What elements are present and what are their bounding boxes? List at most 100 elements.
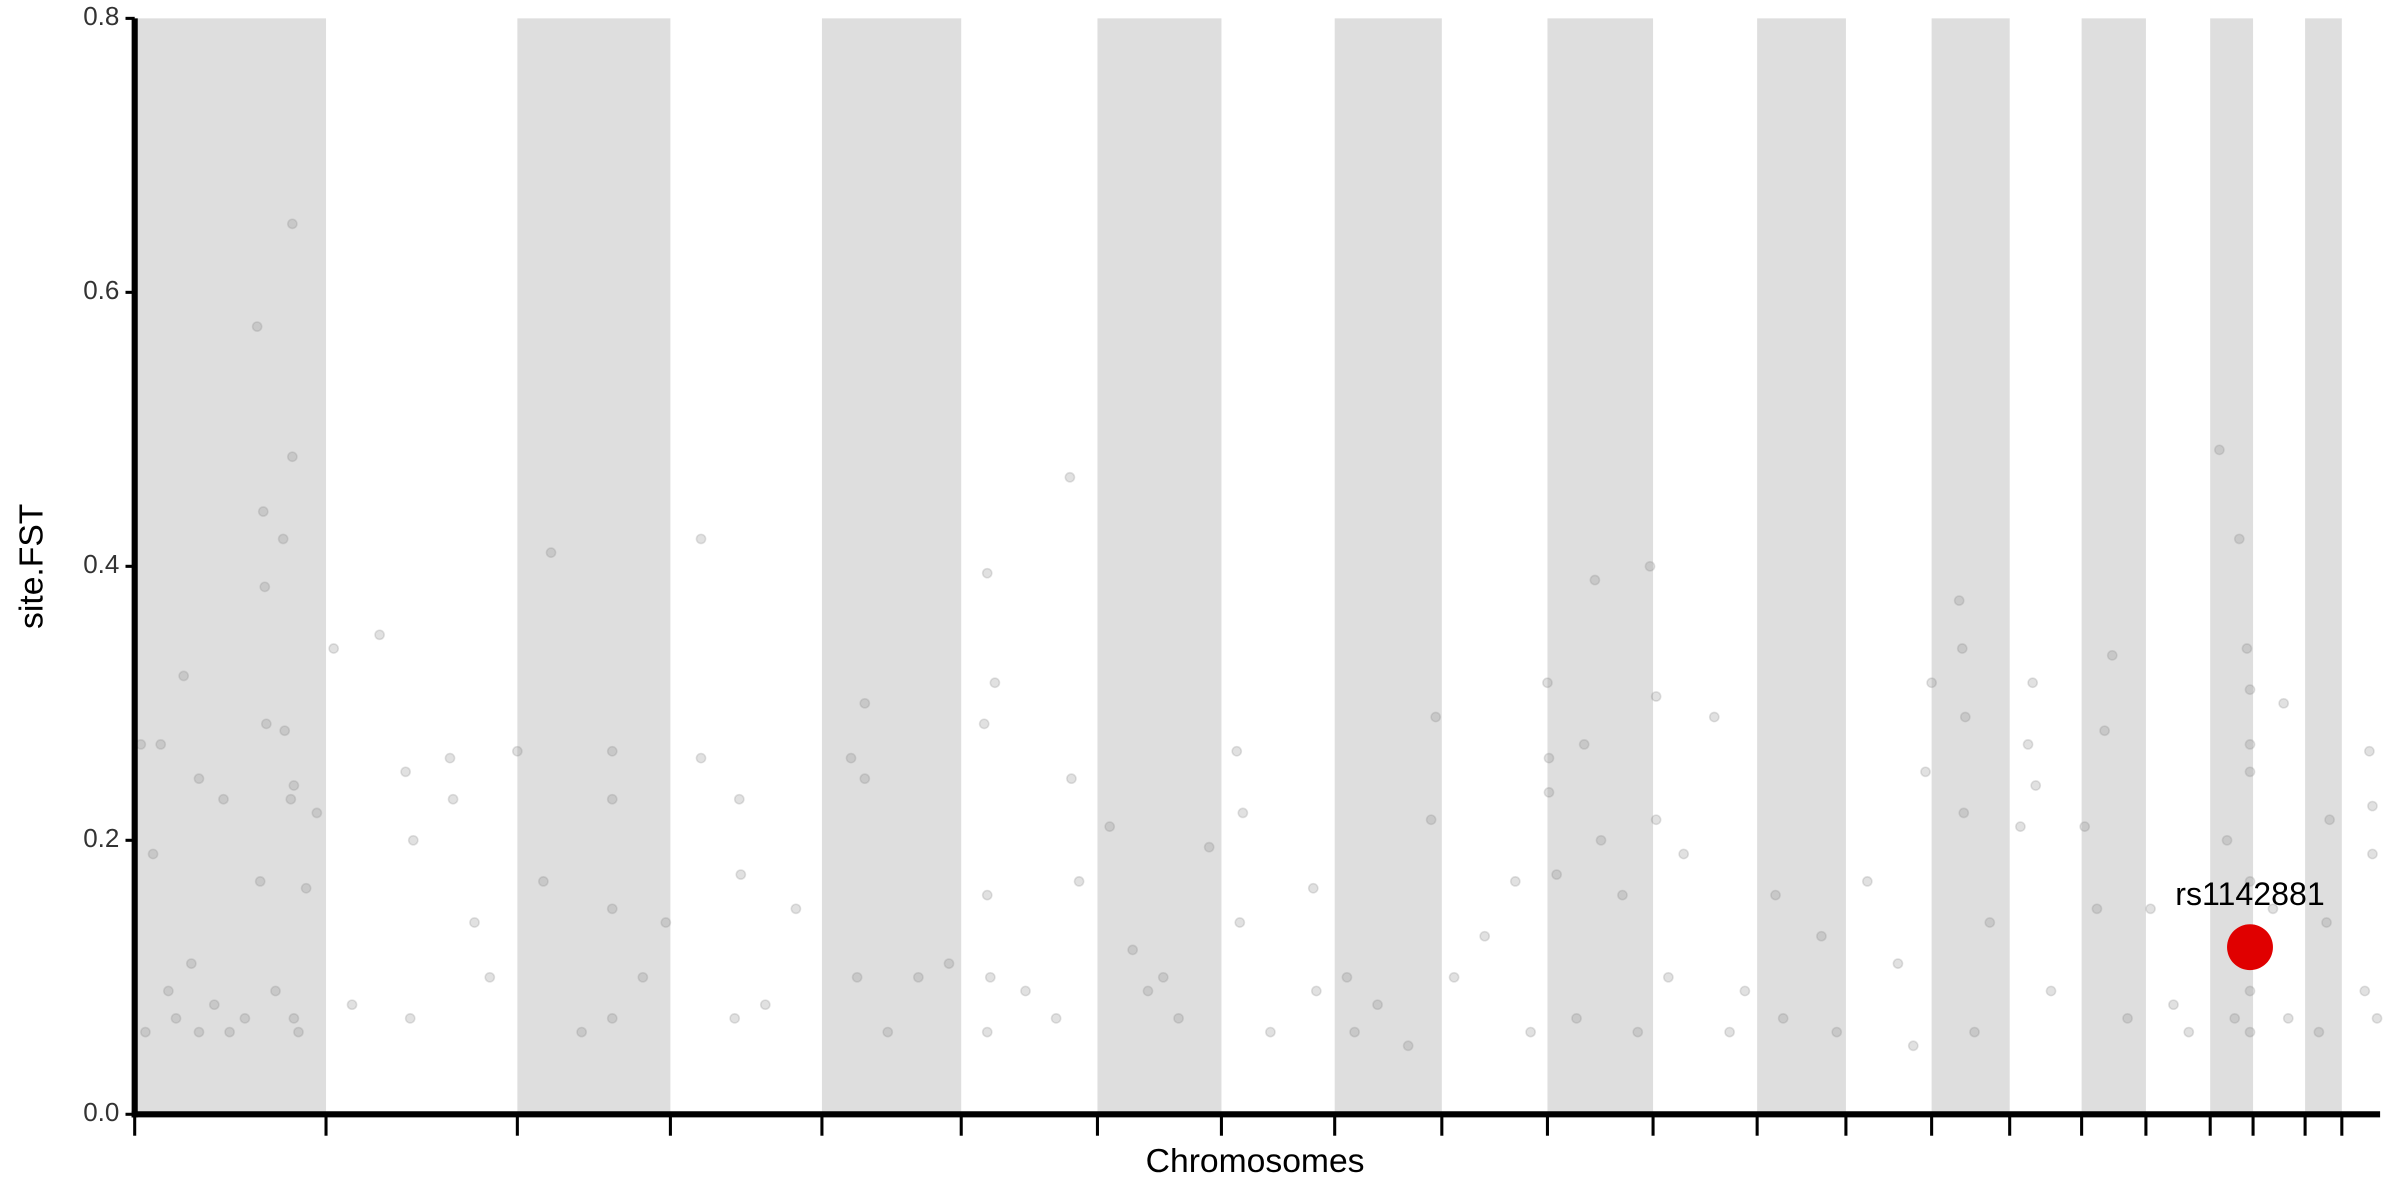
chromosome-band <box>821 18 962 1115</box>
point <box>1589 574 1601 586</box>
point <box>2106 650 2118 661</box>
point <box>178 670 190 682</box>
point <box>224 1026 235 1038</box>
point <box>2244 985 2256 997</box>
point <box>2267 903 2279 915</box>
point <box>1770 889 1781 901</box>
point <box>2030 780 2042 791</box>
point <box>2371 1013 2383 1024</box>
point <box>311 807 323 819</box>
point <box>2168 999 2179 1011</box>
y-tick-label: 0.0 <box>83 1097 119 1127</box>
point <box>193 1026 205 1038</box>
point <box>1127 944 1139 956</box>
point <box>1349 1026 1360 1038</box>
point <box>2183 1026 2195 1038</box>
point <box>989 677 1001 689</box>
point <box>1307 882 1319 894</box>
chromosome-band <box>1547 18 1654 1115</box>
point <box>1861 876 1873 887</box>
point <box>759 999 771 1011</box>
point <box>1173 1013 1184 1024</box>
point <box>257 506 269 517</box>
point <box>484 971 496 983</box>
point <box>735 869 747 880</box>
point <box>2091 903 2103 915</box>
point <box>538 876 549 887</box>
points: rs1142881 <box>135 218 2383 1052</box>
point <box>469 917 480 928</box>
chromosome-band <box>1334 18 1442 1115</box>
point <box>293 1026 304 1038</box>
bands <box>134 18 2342 1115</box>
point <box>1551 869 1562 880</box>
point <box>1816 930 1827 942</box>
point <box>277 533 289 545</box>
point <box>943 958 955 969</box>
point <box>981 889 993 901</box>
point <box>733 793 745 805</box>
point <box>1959 711 1971 723</box>
point <box>1708 711 1720 723</box>
chromosome-band <box>1757 18 1846 1115</box>
point <box>2364 745 2375 757</box>
point <box>1984 917 1996 928</box>
y-tick-label: 0.4 <box>83 549 119 579</box>
point <box>2221 834 2233 846</box>
point <box>606 793 618 805</box>
point <box>637 971 649 983</box>
point <box>2099 725 2110 737</box>
point <box>260 718 272 730</box>
point <box>218 793 229 805</box>
point <box>2122 1013 2133 1024</box>
point <box>1066 773 1077 785</box>
y-axis-label: site.FST <box>14 504 51 629</box>
point <box>2244 1026 2256 1038</box>
chromosome-band <box>2081 18 2146 1115</box>
point <box>2145 903 2156 915</box>
point <box>286 451 298 463</box>
point <box>1265 1026 1276 1038</box>
point <box>1525 1026 1536 1038</box>
point <box>2313 1026 2325 1038</box>
point <box>2079 821 2091 832</box>
point <box>288 1013 300 1024</box>
point <box>2359 985 2371 997</box>
point <box>2244 739 2256 750</box>
point <box>2233 533 2245 545</box>
point <box>1578 739 1590 750</box>
point <box>1617 889 1628 901</box>
point <box>285 793 297 805</box>
point <box>1831 1026 1843 1038</box>
point <box>1571 1013 1582 1024</box>
point <box>1050 1013 1062 1024</box>
point <box>606 1013 618 1024</box>
point <box>1956 643 1968 654</box>
point <box>1542 677 1553 689</box>
point <box>170 1013 182 1024</box>
x-axis-label: Chromosomes <box>1146 1143 1365 1180</box>
point <box>1777 1013 1789 1024</box>
point <box>193 773 205 785</box>
point <box>1020 985 1031 997</box>
point <box>882 1026 894 1038</box>
point <box>978 718 990 730</box>
point <box>1907 1040 1919 1052</box>
point <box>1425 814 1437 826</box>
point <box>1663 971 1674 983</box>
point <box>328 643 340 654</box>
point <box>2214 444 2225 456</box>
point <box>1509 876 1521 887</box>
point <box>2367 848 2378 860</box>
point <box>2045 985 2057 997</box>
point <box>2244 766 2256 778</box>
point <box>1064 471 1076 483</box>
point <box>1310 985 1322 997</box>
point <box>981 1026 993 1038</box>
y-tick-label: 0.2 <box>83 823 119 853</box>
point <box>1892 958 1904 969</box>
point <box>2229 1013 2241 1024</box>
point <box>2367 800 2378 812</box>
point <box>279 725 291 737</box>
point <box>288 780 300 791</box>
